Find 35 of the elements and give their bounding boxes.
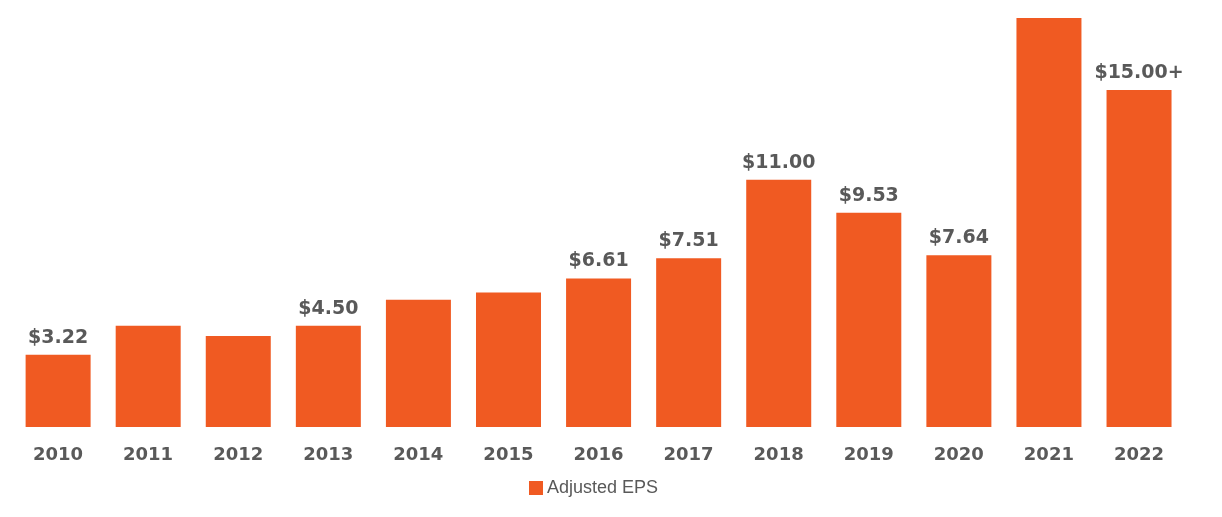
x-tick-label: 2016 — [573, 442, 624, 464]
x-tick-label: 2013 — [303, 442, 354, 464]
data-label: $9.53 — [838, 182, 899, 205]
legend-label: Adjusted EPS — [546, 477, 659, 497]
x-tick-label: 2012 — [213, 442, 264, 464]
bar — [205, 335, 271, 427]
bar — [476, 292, 541, 427]
bar — [566, 278, 632, 427]
x-tick-label: 2018 — [753, 442, 804, 464]
data-label: $3.22 — [28, 324, 89, 347]
x-tick-label: 2019 — [843, 442, 894, 464]
data-label: $7.51 — [658, 228, 719, 251]
data-label: $7.64 — [928, 225, 989, 248]
bar — [385, 299, 451, 427]
bar — [926, 255, 992, 427]
x-tick-label: 2017 — [663, 442, 714, 464]
bar — [656, 258, 722, 427]
bar — [25, 354, 91, 427]
data-label: $6.61 — [568, 248, 629, 271]
x-tick-label: 2014 — [393, 442, 444, 464]
data-label: $4.50 — [298, 295, 359, 318]
x-tick-label: 2011 — [123, 442, 174, 464]
data-label: $11.00 — [742, 149, 816, 172]
bar — [1106, 89, 1172, 427]
data-label: $15.00+ — [1094, 59, 1184, 82]
x-tick-label: 2022 — [1113, 442, 1165, 464]
bar — [746, 179, 812, 427]
x-tick-label: 2010 — [32, 442, 84, 464]
x-tick-label: 2020 — [933, 442, 984, 464]
bar — [836, 212, 902, 427]
bar — [1016, 18, 1082, 427]
bar — [295, 325, 361, 427]
x-tick-label: 2021 — [1023, 442, 1074, 464]
x-tick-label: 2015 — [483, 442, 534, 464]
bar — [115, 325, 181, 427]
